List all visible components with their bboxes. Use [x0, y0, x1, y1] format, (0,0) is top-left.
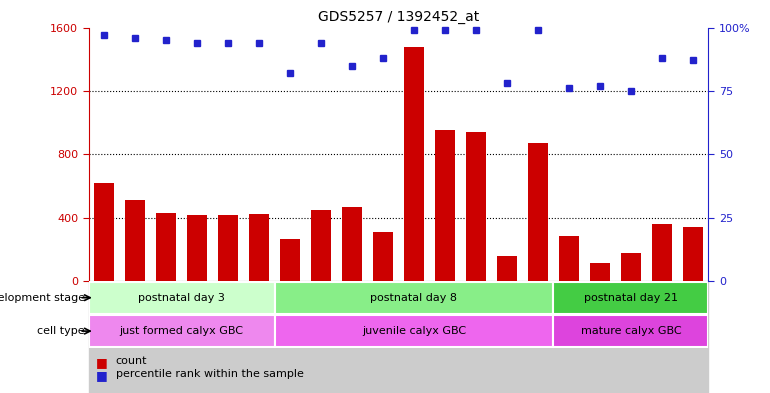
Text: mature calyx GBC: mature calyx GBC	[581, 326, 681, 336]
Bar	[89, 282, 274, 314]
Text: development stage: development stage	[0, 293, 85, 303]
Text: juvenile calyx GBC: juvenile calyx GBC	[362, 326, 466, 336]
Bar	[683, 227, 703, 281]
Bar	[621, 253, 641, 281]
Bar	[404, 46, 424, 281]
Bar	[399, 281, 430, 393]
Bar	[89, 281, 119, 393]
Text: just formed calyx GBC: just formed calyx GBC	[119, 326, 243, 336]
Bar	[460, 281, 491, 393]
Bar	[89, 315, 274, 347]
Bar	[678, 281, 708, 393]
Bar	[311, 210, 331, 281]
Bar	[342, 207, 362, 281]
Bar	[306, 281, 336, 393]
Bar	[156, 213, 176, 281]
Bar	[554, 281, 584, 393]
Bar	[336, 281, 367, 393]
Text: count: count	[116, 356, 147, 365]
Bar	[554, 282, 708, 314]
Text: postnatal day 8: postnatal day 8	[370, 293, 457, 303]
Bar	[647, 281, 678, 393]
Bar	[584, 281, 615, 393]
Bar	[274, 281, 306, 393]
Bar	[125, 200, 145, 281]
Text: cell type: cell type	[37, 326, 85, 336]
Bar	[151, 281, 182, 393]
Bar	[182, 281, 213, 393]
Text: ■: ■	[96, 356, 108, 369]
Text: ■: ■	[96, 369, 108, 382]
Bar	[119, 281, 151, 393]
Text: percentile rank within the sample: percentile rank within the sample	[116, 369, 303, 379]
Bar	[435, 130, 455, 281]
Bar	[554, 315, 708, 347]
Bar	[615, 281, 646, 393]
Bar	[367, 281, 399, 393]
Bar	[652, 224, 672, 281]
Bar	[187, 215, 207, 281]
Bar	[274, 315, 554, 347]
Bar	[249, 215, 269, 281]
Bar	[213, 281, 243, 393]
Title: GDS5257 / 1392452_at: GDS5257 / 1392452_at	[318, 10, 479, 24]
Bar	[497, 257, 517, 281]
Bar	[373, 232, 393, 281]
Bar	[523, 281, 554, 393]
Bar	[559, 236, 579, 281]
Bar	[430, 281, 460, 393]
Text: postnatal day 3: postnatal day 3	[138, 293, 225, 303]
Text: postnatal day 21: postnatal day 21	[584, 293, 678, 303]
Bar	[528, 143, 548, 281]
Bar	[491, 281, 523, 393]
Bar	[590, 263, 610, 281]
Bar	[280, 239, 300, 281]
Bar	[94, 183, 114, 281]
Bar	[243, 281, 274, 393]
Bar	[466, 132, 486, 281]
Bar	[274, 282, 554, 314]
Bar	[218, 215, 238, 281]
